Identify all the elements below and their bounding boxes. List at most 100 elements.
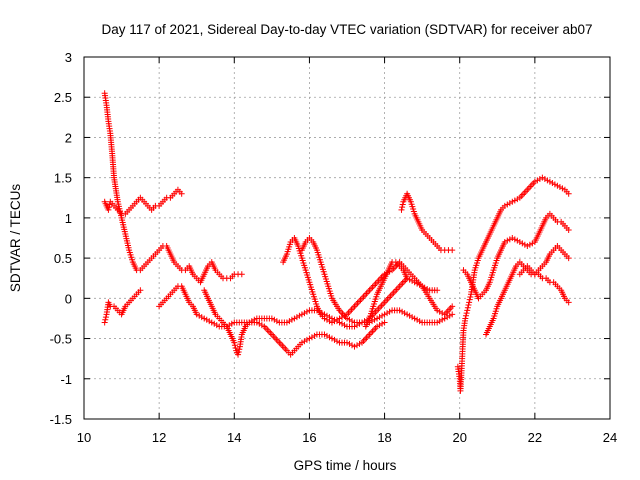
data-point-track-a (106, 204, 113, 211)
y-tick-label: 2.5 (54, 90, 72, 105)
data-point-track-f (326, 318, 333, 325)
x-tick-label: 22 (528, 430, 542, 445)
data-point-track-i (404, 275, 411, 282)
data-point-track-e (374, 323, 381, 330)
data-point-track-e (349, 342, 356, 349)
y-axis-label: SDTVAR / TECUs (8, 184, 23, 293)
y-tick-labels: -1.5 -1 -0.5 0 0.5 1 1.5 2 2.5 3 (50, 50, 72, 427)
y-tick-label: 2 (65, 130, 72, 145)
x-tick-label: 18 (377, 430, 391, 445)
data-point-track-e (333, 338, 340, 345)
data-point-track-j (559, 185, 566, 192)
data-point-track-k (565, 226, 572, 233)
data-point-track-j (466, 299, 473, 306)
data-point-track-e (235, 348, 242, 355)
y-tick-label: -0.5 (50, 332, 72, 347)
data-point-track-e (379, 320, 386, 327)
data-point-track-j (506, 200, 513, 207)
data-point-track-d (446, 312, 453, 319)
data-point-track-i (414, 280, 421, 287)
data-point-track-m (565, 299, 572, 306)
data-point-track-e (256, 320, 263, 327)
x-axis-label: GPS time / hours (294, 458, 397, 473)
data-point-track-d (271, 316, 278, 323)
data-point-track-e (376, 322, 383, 329)
data-point-track-k (506, 236, 513, 243)
data-point-track-j (466, 296, 473, 303)
y-tick-label: 0.5 (54, 251, 72, 266)
data-point-track-i (406, 276, 413, 283)
data-point-track-f (331, 318, 338, 325)
data-point-track-j (462, 315, 469, 322)
data-point-track-d (208, 319, 215, 326)
y-tick-label: 1.5 (54, 171, 72, 186)
data-point-track-d (406, 312, 413, 319)
data-point-track-j (464, 304, 471, 311)
data-point-track-f (333, 316, 340, 323)
data-point-track-e (298, 339, 305, 346)
data-point-track-d (449, 311, 456, 318)
data-point-track-d (206, 318, 213, 325)
data-point-track-e (381, 319, 388, 326)
data-point-track-d (381, 311, 388, 318)
data-point-track-e (235, 351, 242, 358)
x-tick-label: 16 (302, 430, 316, 445)
data-point-track-g (346, 316, 353, 323)
data-point-track-l (565, 255, 572, 262)
data-point-track-j (544, 177, 551, 184)
data-point-track-k (519, 240, 526, 247)
data-point-track-k (521, 241, 528, 248)
data-point-track-d (193, 311, 200, 318)
data-point-track-j (541, 176, 548, 183)
data-point-track-j (509, 198, 516, 205)
data-point-track-d (201, 315, 208, 322)
data-point-track-k (504, 237, 511, 244)
data-point-track-d (298, 311, 305, 318)
data-point-track-d (211, 320, 218, 327)
data-point-track-i (416, 281, 423, 288)
y-tick-label: -1.5 (50, 412, 72, 427)
data-point-track-d (399, 308, 406, 315)
data-point-track-f (336, 315, 343, 322)
data-point-track-d (386, 308, 393, 315)
data-point-track-f (424, 285, 431, 292)
data-point-track-k (501, 239, 508, 246)
data-point-track-h (399, 204, 406, 211)
data-point-track-d (226, 322, 233, 329)
x-tick-label: 12 (152, 430, 166, 445)
data-point-track-d (268, 315, 275, 322)
data-point-track-d (303, 308, 310, 315)
data-point-track-a (178, 190, 185, 197)
data-point-track-d (404, 311, 411, 318)
data-point-track-j (467, 293, 474, 300)
data-point-track-e (301, 338, 308, 345)
data-point-track-e (351, 343, 358, 350)
data-point-track-d (273, 318, 280, 325)
data-point-track-d (228, 320, 235, 327)
data-point-track-j (511, 197, 518, 204)
data-point-track-d (369, 318, 376, 325)
y-tick-label: -1 (60, 372, 72, 387)
data-point-track-d (444, 314, 451, 321)
data-point-track-d (203, 316, 210, 323)
data-point-track-j (546, 178, 553, 185)
x-tick-label: 10 (77, 430, 91, 445)
data-point-track-j (462, 312, 469, 319)
data-point-track-d (436, 318, 443, 325)
x-tick-label: 24 (603, 430, 617, 445)
data-point-track-d (286, 318, 293, 325)
data-point-track-e (328, 335, 335, 342)
data-point-track-j (465, 302, 472, 309)
data-point-track-c (101, 319, 108, 326)
y-tick-label: 0 (65, 291, 72, 306)
data-point-track-h (399, 201, 406, 208)
data-point-track-e (231, 339, 238, 346)
y-tick-label: 3 (65, 50, 72, 65)
data-point-track-f (328, 319, 335, 326)
data-point-track-d (293, 314, 300, 321)
data-point-track-d (374, 315, 381, 322)
data-point-track-e (354, 342, 361, 349)
data-point-track-i (409, 277, 416, 284)
data-point-track-h (398, 206, 405, 213)
